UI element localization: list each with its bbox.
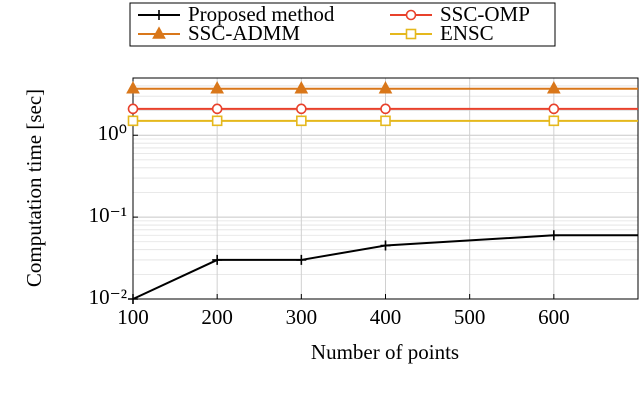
data-point xyxy=(210,81,225,94)
data-point xyxy=(296,115,307,127)
x-tick-label: 200 xyxy=(201,305,233,329)
data-point xyxy=(127,115,139,127)
x-tick-label: 300 xyxy=(286,305,318,329)
data-point xyxy=(127,103,139,115)
data-point xyxy=(128,294,138,304)
data-point xyxy=(296,103,307,115)
data-point xyxy=(546,81,561,94)
data-point xyxy=(380,115,391,127)
x-axis-label: Number of points xyxy=(311,340,459,364)
data-point xyxy=(294,81,309,94)
data-point xyxy=(380,240,391,251)
legend: Proposed method SSC-OMP SSC-ADMM ENSC xyxy=(129,2,556,47)
data-point xyxy=(211,103,223,115)
legend-label: Proposed method xyxy=(188,2,335,26)
legend-box xyxy=(129,2,556,47)
data-point xyxy=(296,254,307,265)
data-point xyxy=(126,81,140,94)
data-point xyxy=(211,115,223,127)
legend-marker xyxy=(152,26,166,39)
data-point xyxy=(212,254,223,265)
data-point xyxy=(380,103,391,115)
data-point xyxy=(548,103,560,115)
plot-frame xyxy=(132,77,639,300)
data-point xyxy=(548,115,560,127)
legend-label: SSC-ADMM xyxy=(188,21,300,45)
legend-marker xyxy=(405,28,417,40)
x-tick-label: 600 xyxy=(538,305,570,329)
y-tick-label: 10⁻² xyxy=(89,285,127,309)
x-tick-label: 500 xyxy=(454,305,486,329)
legend-marker xyxy=(405,9,417,21)
series-line xyxy=(132,234,638,300)
data-point xyxy=(378,81,393,94)
legend-label: SSC-OMP xyxy=(440,2,530,26)
y-axis-label: Computation time [sec] xyxy=(22,89,46,287)
legend-marker xyxy=(154,10,164,20)
data-point xyxy=(548,230,559,241)
y-tick-label: 10⁰ xyxy=(98,121,127,145)
x-tick-label: 400 xyxy=(370,305,402,329)
x-tick-label: 100 xyxy=(117,305,149,329)
y-tick-label: 10⁻¹ xyxy=(89,203,127,227)
legend-label: ENSC xyxy=(440,21,494,45)
